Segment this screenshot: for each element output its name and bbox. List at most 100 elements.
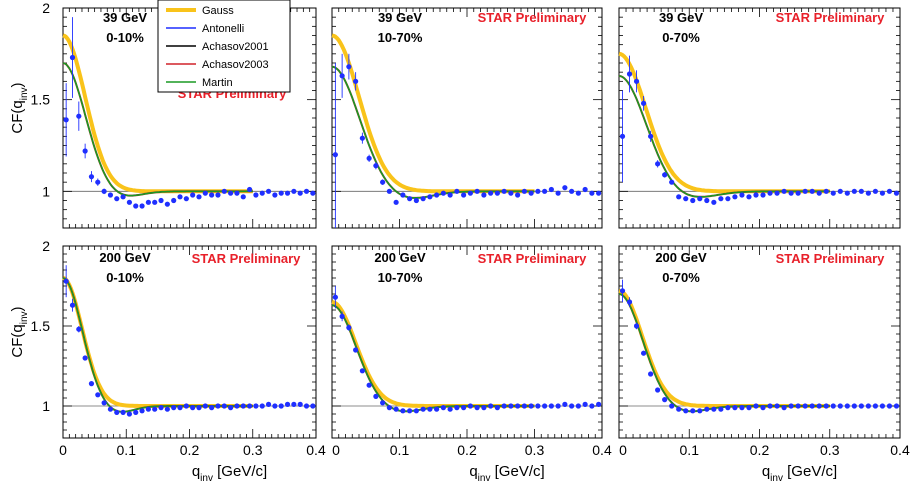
- data-point: [521, 188, 527, 194]
- data-point: [82, 148, 88, 154]
- data-point: [183, 196, 189, 202]
- data-point: [535, 188, 541, 194]
- centrality-label: 0-10%: [106, 30, 144, 45]
- data-point: [145, 199, 151, 205]
- x-axis-title: qinv [GeV/c]: [192, 463, 267, 484]
- data-point: [253, 192, 259, 198]
- data-point: [589, 190, 595, 196]
- data-point: [366, 155, 372, 161]
- data-point: [725, 405, 731, 411]
- panel-frame: [618, 245, 901, 439]
- data-point: [461, 405, 467, 411]
- data-point: [788, 190, 794, 196]
- data-point: [447, 192, 453, 198]
- data-point: [209, 192, 215, 198]
- data-point: [400, 408, 406, 414]
- data-point: [202, 190, 208, 196]
- star-preliminary-label: STAR Preliminary: [478, 10, 588, 25]
- data-point: [711, 406, 717, 412]
- data-point: [373, 393, 379, 399]
- data-point: [221, 188, 227, 194]
- energy-label: 200 GeV: [374, 250, 426, 265]
- y-tick-label: 2: [42, 0, 50, 16]
- data-point: [440, 190, 446, 196]
- legend-label-martin: Martin: [202, 77, 233, 89]
- data-point: [662, 397, 668, 403]
- data-point: [177, 194, 183, 200]
- data-point: [521, 403, 527, 409]
- data-point: [528, 190, 534, 196]
- data-point: [760, 405, 766, 411]
- data-point: [795, 403, 801, 409]
- data-point: [259, 403, 265, 409]
- star-preliminary-label: STAR Preliminary: [776, 10, 886, 25]
- data-point: [542, 188, 548, 194]
- data-point: [291, 401, 297, 407]
- x-axis-title-main: q: [192, 463, 200, 480]
- data-point: [753, 403, 759, 409]
- data-point: [569, 188, 575, 194]
- data-point: [886, 188, 893, 194]
- data-point: [711, 199, 717, 205]
- x-tick-label: 0.2: [180, 442, 200, 458]
- data-point: [366, 382, 372, 388]
- data-point: [582, 401, 588, 407]
- data-point: [265, 188, 272, 194]
- data-point: [802, 403, 808, 409]
- data-point: [427, 406, 433, 412]
- x-axis-title: qinv [GeV/c]: [469, 463, 544, 484]
- data-point: [171, 197, 177, 204]
- panel-200gev-10-70pct: 200 GeV 10-70% STAR Preliminary: [331, 245, 603, 439]
- data-point: [107, 192, 114, 198]
- data-point: [837, 403, 843, 409]
- data-point: [413, 197, 419, 204]
- data-point: [893, 190, 900, 196]
- data-point: [626, 71, 633, 77]
- data-point: [753, 192, 759, 198]
- data-point: [655, 387, 661, 393]
- x-axis-title-sub: inv: [200, 473, 213, 484]
- y-axis-title-main: CF(q: [9, 324, 26, 357]
- x-tick-label: 0.4: [592, 442, 612, 458]
- data-point: [535, 403, 541, 409]
- data-point: [823, 188, 829, 194]
- data-point: [152, 199, 158, 205]
- data-point: [339, 73, 345, 79]
- data-point: [555, 190, 561, 196]
- data-point: [234, 403, 240, 409]
- martin-fit-curve: [331, 304, 535, 413]
- data-point: [760, 192, 766, 198]
- data-point: [589, 403, 595, 409]
- data-point: [562, 401, 568, 407]
- y-axis-title-close: ): [9, 306, 26, 311]
- data-point: [515, 192, 521, 198]
- data-point: [69, 54, 76, 61]
- data-point: [879, 190, 886, 196]
- data-point: [114, 409, 120, 415]
- data-point: [303, 188, 310, 194]
- x-tick-label: 0.4: [890, 442, 910, 458]
- data-point: [830, 190, 836, 196]
- panel-39gev-0-70pct: 39 GeV 0-70% STAR Preliminary: [618, 7, 901, 229]
- data-point: [434, 406, 440, 412]
- data-point: [259, 190, 265, 196]
- legend-label-gauss: Gauss: [202, 5, 234, 17]
- panel-frame: [618, 7, 901, 229]
- centrality-label: 0-70%: [662, 30, 700, 45]
- data-point: [215, 403, 221, 409]
- data-point: [802, 188, 808, 194]
- data-point: [332, 294, 338, 300]
- x-tick-label: 0.3: [525, 442, 545, 458]
- data-point: [494, 405, 500, 411]
- data-point: [120, 409, 126, 415]
- data-point: [88, 381, 95, 387]
- energy-label: 39 GeV: [378, 10, 422, 25]
- panel-frame: [62, 245, 317, 439]
- data-point: [447, 406, 453, 412]
- data-point: [858, 188, 864, 194]
- data-point: [183, 403, 189, 409]
- data-point: [272, 192, 278, 198]
- martin-fit-curve: [62, 62, 253, 197]
- data-point: [346, 325, 352, 331]
- data-point: [373, 163, 379, 169]
